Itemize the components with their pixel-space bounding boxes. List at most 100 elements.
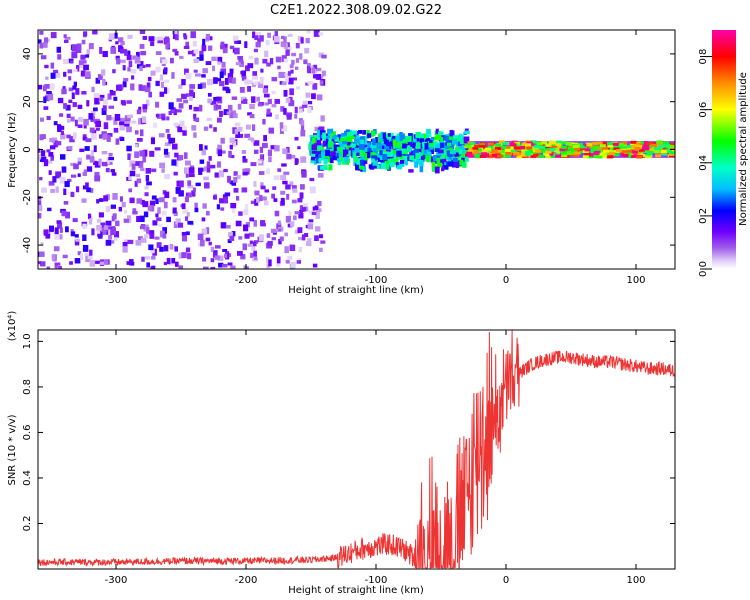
- spectrogram-cell: [235, 195, 240, 201]
- spectrogram-cell: [255, 31, 261, 39]
- spectrogram-cell: [408, 169, 414, 173]
- spectrogram-cell: [229, 180, 234, 185]
- spectrogram-cell: [424, 143, 429, 150]
- spectrogram-cell: [316, 150, 322, 157]
- spectrogram-cell: [279, 81, 284, 85]
- spectrogram-cell: [169, 57, 174, 64]
- spectrogram-cell: [72, 102, 77, 108]
- spectrogram-cell: [312, 206, 316, 211]
- spectrogram-cell: [203, 166, 208, 172]
- spectrogram-cell: [205, 61, 212, 66]
- spectrogram-cell: [174, 152, 179, 158]
- spectrogram-cell: [110, 169, 116, 173]
- spectrogram-cell: [260, 68, 264, 73]
- spectrogram-cell: [84, 146, 90, 151]
- spectrogram-cell: [283, 36, 287, 43]
- spectrogram-cell: [307, 107, 312, 114]
- spectrogram-cell: [148, 244, 154, 251]
- spectrogram-cell: [282, 148, 288, 155]
- spectrogram-cell: [174, 246, 178, 252]
- spectrogram-cell: [475, 148, 482, 152]
- spectrogram-cell: [368, 164, 373, 169]
- spectrogram-cell: [656, 140, 663, 144]
- spectrogram-cell: [59, 227, 63, 233]
- spectrogram-cell: [38, 148, 41, 153]
- spectrogram-cell: [207, 78, 213, 86]
- spectrogram-cell: [232, 127, 237, 134]
- spectrogram-cell: [284, 232, 288, 237]
- spectrogram-cell: [485, 147, 492, 151]
- spectrogram-cell: [129, 197, 135, 204]
- spectrogram-cell: [377, 156, 382, 162]
- spectrogram-cell: [45, 233, 51, 239]
- spectrogram-cell: [102, 105, 107, 111]
- snr-y-tick-label: 1.0: [22, 333, 33, 349]
- spectrogram-cell: [396, 165, 402, 170]
- spectrogram-cell: [360, 165, 364, 170]
- spectrogram-cell: [131, 163, 136, 170]
- spectrogram-cell: [44, 37, 49, 44]
- spectrogram-cell: [415, 131, 421, 139]
- spectrogram-cell: [593, 151, 600, 155]
- spectrogram-cell: [257, 37, 261, 44]
- spectrogram-cell: [146, 262, 151, 268]
- spectrogram-cell: [359, 136, 366, 143]
- spectrogram-cell: [399, 134, 405, 142]
- spectrogram-cell: [305, 37, 310, 44]
- spectrogram-cell: [66, 113, 71, 119]
- spectrogram-cell: [217, 255, 224, 261]
- spectrogram-cell: [435, 133, 442, 141]
- spectrogram-cell: [292, 215, 297, 221]
- spectrogram-cell: [173, 221, 178, 228]
- spectrogram-cell: [136, 198, 142, 204]
- spectrogram-cell: [276, 223, 282, 229]
- spectrogram-cell: [310, 157, 315, 164]
- spectrogram-cell: [333, 144, 340, 152]
- spectrogram-cell: [313, 159, 317, 165]
- spectrogram-cell: [138, 84, 143, 91]
- spectrogram-cell: [76, 43, 82, 51]
- spectrogram-cell: [197, 83, 203, 89]
- spectrogram-cell: [227, 73, 234, 79]
- spectrogram-cell: [308, 144, 314, 151]
- spectrogram-cell: [399, 159, 405, 164]
- spectrogram-cell: [615, 149, 622, 153]
- spectrogram-cell: [394, 156, 399, 163]
- spectrogram-cell: [171, 109, 175, 113]
- spectrogram-cell: [467, 154, 474, 158]
- spectrogram-cell: [586, 155, 593, 159]
- spectrogram-cell: [314, 235, 319, 242]
- spectrogram-cell: [320, 165, 326, 170]
- spectrogram-cell: [175, 187, 181, 194]
- spectrogram-cell: [459, 159, 464, 166]
- spectrogram-cell: [87, 256, 93, 260]
- spectrogram-cell: [171, 244, 175, 250]
- spectrogram-cell: [436, 157, 441, 163]
- spectrogram-cell: [290, 221, 295, 227]
- spectrogram-cell: [288, 211, 292, 218]
- spectrogram-cell: [52, 176, 57, 183]
- spectrogram-cell: [119, 121, 126, 126]
- spectrogram-cell: [327, 153, 333, 159]
- spectrogram-cell: [225, 252, 230, 260]
- spectrogram-cell: [90, 150, 94, 157]
- spectrogram-cell: [38, 200, 42, 206]
- spectrogram-cell: [188, 167, 195, 174]
- spectrogram-cell: [207, 92, 212, 97]
- spectrogram-cell: [259, 76, 264, 84]
- colorbar-tick-label: 0.0: [698, 261, 709, 277]
- spectrogram-cell: [95, 127, 100, 131]
- spectrogram-cell: [131, 120, 137, 124]
- spectrogram-cell: [268, 259, 272, 267]
- spectrogram-cell: [253, 81, 259, 86]
- spectrogram-cell: [202, 68, 208, 74]
- spectrogram-cell: [586, 143, 593, 147]
- spectrogram-cell: [297, 198, 303, 203]
- spectrogram-cell: [317, 172, 324, 178]
- spectrogram-cell: [42, 42, 48, 48]
- spectrogram-cell: [223, 253, 228, 259]
- spectrogram-cell: [194, 207, 199, 213]
- spectrogram-cell: [269, 58, 274, 65]
- spectrogram-cell: [112, 193, 118, 200]
